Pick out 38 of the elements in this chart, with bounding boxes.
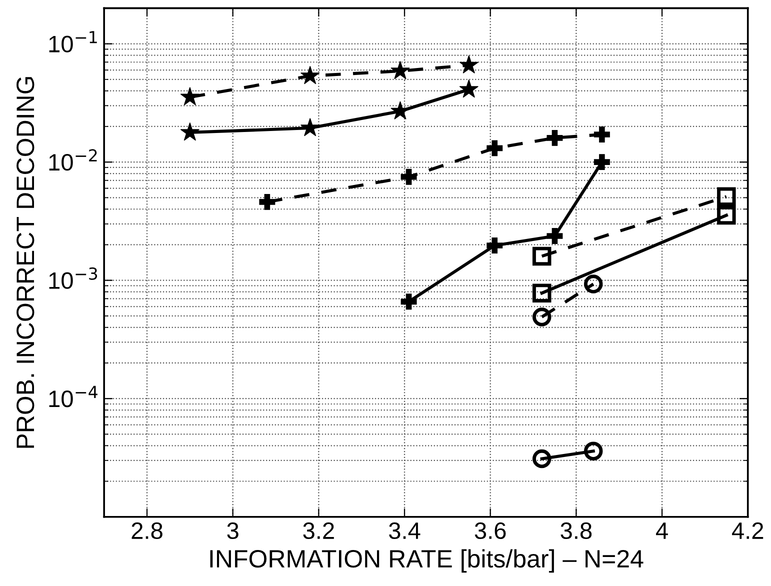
point: [532, 308, 552, 326]
point: [717, 187, 736, 206]
y-axis-title: PROB. INCORRECT DECODING: [16, 77, 34, 448]
point: [594, 126, 610, 142]
x-tick-label: 3.6: [474, 522, 506, 540]
point: [390, 60, 410, 80]
point: [717, 206, 736, 225]
point: [584, 442, 603, 460]
point: [532, 284, 552, 302]
point: [459, 79, 478, 98]
x-axis-title: INFORMATION RATE [bits/bar] – N=24: [210, 549, 644, 573]
x-tick-label: 2.8: [132, 522, 162, 540]
point: [180, 122, 200, 141]
y-tick-label: 10$^{−2}$: [49, 149, 97, 171]
x-tick-label: 4: [656, 522, 668, 539]
point: [300, 66, 320, 84]
point: [180, 87, 200, 106]
x-tick-label: 3.8: [560, 522, 592, 540]
point: [546, 130, 563, 146]
y-tick-label: 10$^{−3}$: [49, 267, 98, 289]
point: [532, 246, 552, 266]
point: [400, 168, 417, 185]
x-tick-label: 3.4: [389, 522, 420, 540]
point: [486, 140, 503, 156]
x-tick-label: 3.2: [303, 522, 334, 540]
x-tick-label: 4.2: [732, 522, 764, 539]
point: [300, 118, 320, 136]
point: [486, 238, 503, 254]
point: [584, 274, 603, 294]
point: [400, 294, 417, 310]
y-tick-label: 10$^{−4}$: [49, 386, 98, 408]
x-tick-label: 3: [227, 522, 238, 540]
y-tick-label: 10$^{−1}$: [49, 31, 97, 52]
point: [546, 228, 563, 244]
point: [459, 55, 478, 74]
point: [594, 154, 610, 170]
point: [259, 194, 276, 210]
point: [532, 449, 552, 468]
